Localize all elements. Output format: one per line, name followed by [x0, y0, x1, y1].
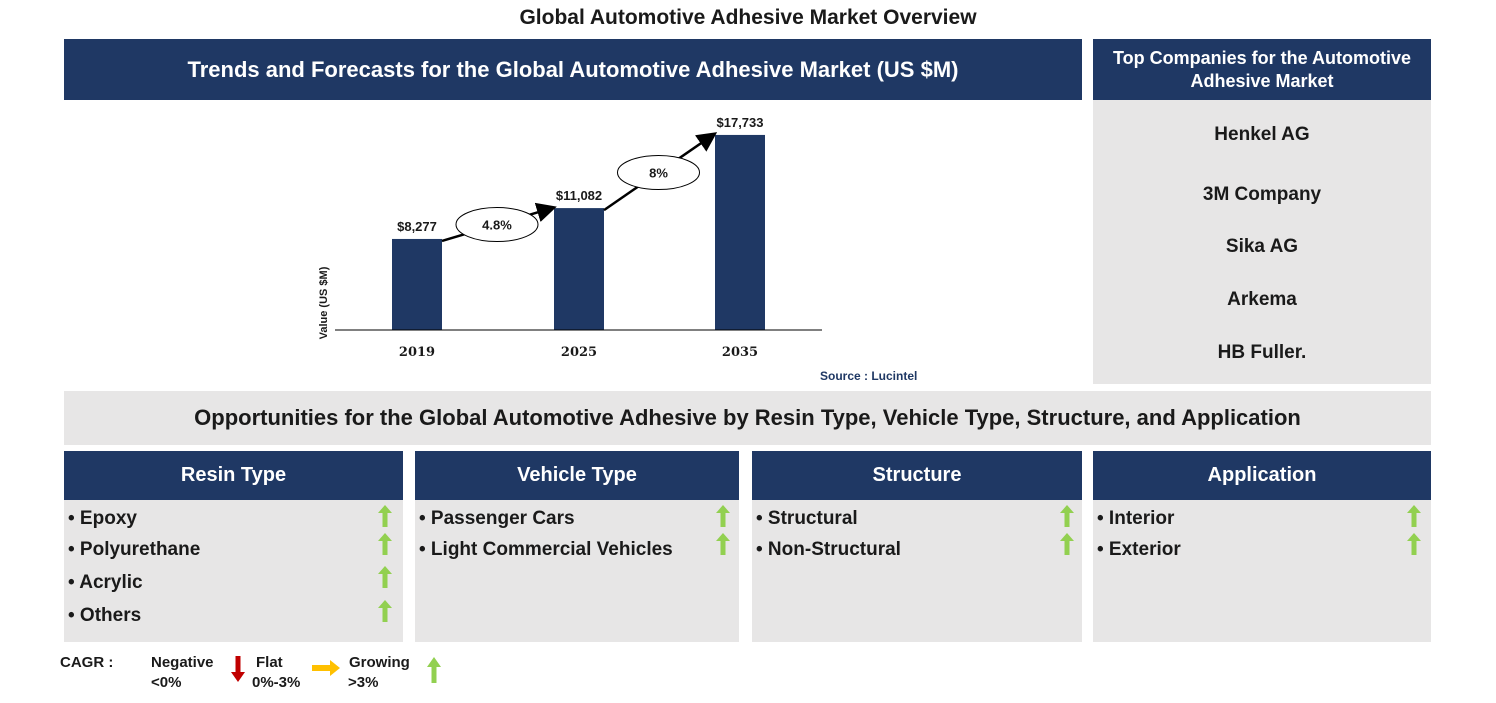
- segment-item: • Others: [68, 605, 142, 626]
- chart-x-tick-label: 2035: [722, 345, 758, 360]
- segment-item: • Light Commercial Vehicles: [419, 539, 673, 560]
- market-bar-chart: Value (US $M) $8,277 2019 $11,082 2025 $17,7…: [318, 115, 822, 360]
- chart-source: Source : Lucintel: [820, 369, 918, 383]
- segment-header-application: Application: [1093, 451, 1431, 500]
- segment-structure: • Structural • Non-Structural: [752, 500, 1082, 642]
- chart-bar-2019: [392, 238, 442, 330]
- chart-x-tick-label: 2025: [561, 345, 597, 360]
- legend-negative-range: <0%: [151, 674, 182, 691]
- companies-list: Henkel AG 3M Company Sika AG Arkema HB F…: [1093, 100, 1431, 384]
- segment-application: • Interior • Exterior: [1093, 500, 1431, 642]
- down-arrow-icon: [231, 656, 245, 682]
- companies-header: Top Companies for the Automotive Adhesiv…: [1093, 39, 1431, 100]
- chart-value-label: $11,082: [556, 188, 602, 203]
- up-arrow-icon: [716, 533, 730, 555]
- segment-item: • Exterior: [1097, 539, 1181, 560]
- segment-resin-type: • Epoxy • Polyurethane • Acrylic • Other…: [64, 500, 403, 642]
- up-arrow-icon: [378, 600, 392, 622]
- chart-bar-2035: [715, 134, 765, 330]
- page-title: Global Automotive Adhesive Market Overvi…: [519, 6, 977, 29]
- company-item: HB Fuller.: [1217, 342, 1307, 363]
- up-arrow-icon: [1060, 505, 1074, 527]
- chart-x-tick-label: 2019: [399, 345, 435, 360]
- legend-flat-label: Flat: [256, 654, 283, 671]
- company-item: Arkema: [1227, 289, 1297, 310]
- segment-item: • Interior: [1097, 508, 1175, 529]
- up-arrow-icon: [1060, 533, 1074, 555]
- segment-vehicle-type: • Passenger Cars • Light Commercial Vehi…: [415, 500, 739, 642]
- up-arrow-icon: [378, 505, 392, 527]
- opportunities-banner: Opportunities for the Global Automotive …: [64, 391, 1431, 445]
- company-item: 3M Company: [1202, 184, 1322, 205]
- up-arrow-icon: [716, 505, 730, 527]
- chart-y-axis-label: Value (US $M): [318, 266, 330, 339]
- up-arrow-icon: [1407, 533, 1421, 555]
- chart-panel-header: Trends and Forecasts for the Global Auto…: [64, 39, 1082, 100]
- cagr-label: 4.8%: [482, 218, 512, 233]
- segment-item: • Acrylic: [68, 572, 143, 593]
- segment-item: • Polyurethane: [68, 539, 201, 560]
- cagr-label: 8%: [649, 166, 668, 181]
- segment-header-vehicle-type: Vehicle Type: [415, 451, 739, 500]
- legend-flat-range: 0%-3%: [252, 674, 301, 691]
- legend-negative-label: Negative: [151, 654, 214, 671]
- chart-value-label: $8,277: [397, 219, 437, 234]
- up-arrow-icon: [378, 566, 392, 588]
- segment-header-resin-type: Resin Type: [64, 451, 403, 500]
- cagr-bubble: [617, 155, 700, 191]
- up-arrow-icon: [1407, 505, 1421, 527]
- segment-item: • Structural: [756, 508, 858, 529]
- legend-growing-label: Growing: [349, 654, 410, 671]
- company-item: Sika AG: [1225, 236, 1299, 257]
- cagr-bubble: [455, 207, 539, 243]
- legend-growing-range: >3%: [348, 674, 379, 691]
- segment-item: • Passenger Cars: [419, 508, 575, 529]
- segment-item: • Non-Structural: [756, 539, 901, 560]
- chart-value-label: $17,733: [717, 115, 764, 130]
- up-arrow-icon: [427, 657, 441, 683]
- legend-cagr-label: CAGR :: [60, 654, 114, 671]
- chart-bar-2025: [554, 208, 604, 330]
- segment-header-structure: Structure: [752, 451, 1082, 500]
- company-item: Henkel AG: [1214, 124, 1310, 145]
- segment-item: • Epoxy: [68, 508, 137, 529]
- right-arrow-icon: [312, 660, 340, 676]
- up-arrow-icon: [378, 533, 392, 555]
